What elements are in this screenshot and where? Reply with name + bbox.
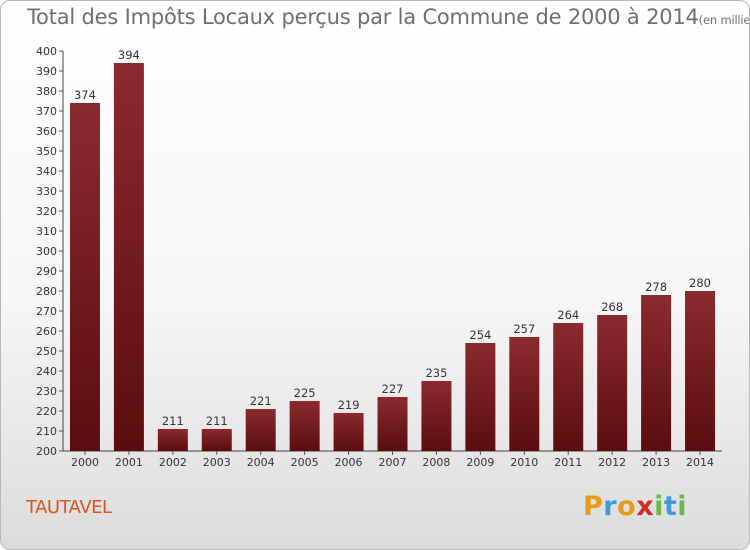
y-tick-label: 370	[36, 105, 57, 118]
bar	[685, 291, 716, 451]
y-tick-label: 310	[36, 225, 57, 238]
bar-value-label: 225	[294, 386, 316, 400]
y-tick-label: 290	[36, 265, 57, 278]
bar-value-label: 235	[425, 366, 447, 380]
bar	[289, 401, 320, 451]
bar	[157, 429, 188, 451]
y-tick-label: 280	[36, 285, 57, 298]
y-tick-label: 340	[36, 165, 57, 178]
chart-title-text: Total des Impôts Locaux perçus par la Co…	[27, 5, 699, 29]
y-tick-label: 330	[36, 185, 57, 198]
y-tick-label: 210	[36, 425, 57, 438]
bar-value-label: 280	[689, 276, 711, 290]
bar-value-label: 219	[338, 398, 360, 412]
x-tick-label: 2010	[510, 456, 538, 469]
x-tick-label: 2014	[686, 456, 714, 469]
commune-name: TAUTAVEL	[26, 497, 112, 518]
bar-value-label: 254	[469, 328, 491, 342]
y-tick-label: 260	[36, 325, 57, 338]
logo-letter: t	[663, 491, 678, 522]
bar-value-label: 268	[601, 300, 623, 314]
logo-letter: P	[583, 491, 604, 522]
bar	[509, 337, 540, 451]
logo-letter: x	[636, 491, 655, 522]
chart-title: Total des Impôts Locaux perçus par la Co…	[27, 5, 750, 29]
x-tick-label: 2013	[642, 456, 670, 469]
bar-value-label: 227	[382, 382, 404, 396]
x-tick-label: 2011	[554, 456, 582, 469]
x-tick-label: 2008	[422, 456, 450, 469]
bar	[465, 343, 496, 451]
y-tick-label: 270	[36, 305, 57, 318]
y-tick-label: 200	[36, 445, 57, 458]
logo-letter: i	[654, 491, 664, 522]
bar	[113, 63, 144, 451]
bar	[553, 323, 584, 451]
y-tick-label: 390	[36, 65, 57, 78]
logo-letter: r	[603, 491, 618, 522]
x-tick-label: 2007	[379, 456, 407, 469]
x-tick-label: 2004	[247, 456, 275, 469]
bar-value-label: 257	[513, 322, 535, 336]
bar	[641, 295, 672, 451]
bar	[69, 103, 100, 451]
bar-value-label: 374	[74, 88, 96, 102]
y-tick-label: 320	[36, 205, 57, 218]
x-tick-label: 2005	[291, 456, 319, 469]
bar-value-label: 211	[162, 414, 184, 428]
x-tick-label: 2003	[203, 456, 231, 469]
x-tick-label: 2001	[115, 456, 143, 469]
y-tick-label: 350	[36, 145, 57, 158]
y-tick-label: 230	[36, 385, 57, 398]
bar	[377, 397, 408, 451]
bar	[245, 409, 276, 451]
logo-letter: o	[617, 491, 637, 522]
bar	[597, 315, 628, 451]
bar-value-label: 221	[250, 394, 272, 408]
bar	[201, 429, 232, 451]
x-tick-label: 2002	[159, 456, 187, 469]
x-tick-label: 2012	[598, 456, 626, 469]
y-tick-label: 360	[36, 125, 57, 138]
y-tick-label: 240	[36, 365, 57, 378]
logo-letter: i	[677, 491, 688, 522]
proxiti-logo: Proxiti	[583, 491, 687, 522]
y-tick-label: 400	[36, 45, 57, 58]
bar-value-label: 264	[557, 308, 579, 322]
x-tick-label: 2000	[71, 456, 99, 469]
bar	[333, 413, 364, 451]
bar-value-label: 394	[118, 48, 140, 62]
y-tick-label: 220	[36, 405, 57, 418]
y-tick-label: 380	[36, 85, 57, 98]
bar	[421, 381, 452, 451]
chart-title-unit: (en milliers d'€)	[698, 13, 750, 27]
bar-value-label: 211	[206, 414, 228, 428]
x-tick-label: 2006	[335, 456, 363, 469]
y-tick-label: 300	[36, 245, 57, 258]
y-tick-label: 250	[36, 345, 57, 358]
x-tick-label: 2009	[466, 456, 494, 469]
bar-value-label: 278	[645, 280, 667, 294]
